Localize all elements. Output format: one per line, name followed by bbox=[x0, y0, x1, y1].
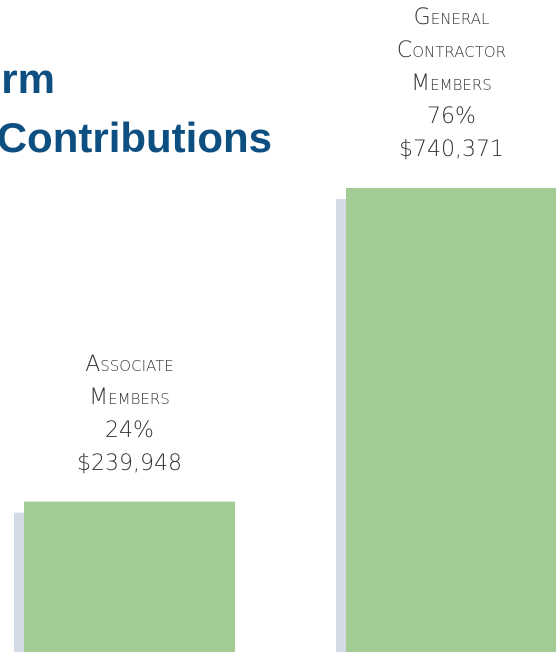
bar bbox=[346, 188, 556, 652]
bar-label: Associate Members 24% $239,948 bbox=[45, 348, 215, 480]
value-label: $740,371 bbox=[399, 137, 504, 162]
value-label: $239,948 bbox=[77, 450, 182, 476]
share-label: 76% bbox=[427, 104, 476, 129]
bar-shadow bbox=[336, 199, 346, 652]
bar-label: General Contractor Members 76% $740,371 bbox=[367, 1, 537, 166]
category-label: General Contractor Members bbox=[396, 5, 507, 96]
share-label: 24% bbox=[105, 417, 154, 443]
category-label: Associate Members bbox=[85, 351, 174, 410]
chart-title: rm bbox=[1, 55, 55, 102]
bar-shadow bbox=[14, 512, 24, 652]
bar bbox=[24, 501, 235, 652]
chart-title: Contributions bbox=[0, 114, 272, 161]
